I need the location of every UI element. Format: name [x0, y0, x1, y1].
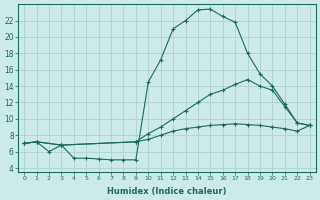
X-axis label: Humidex (Indice chaleur): Humidex (Indice chaleur) [107, 187, 227, 196]
